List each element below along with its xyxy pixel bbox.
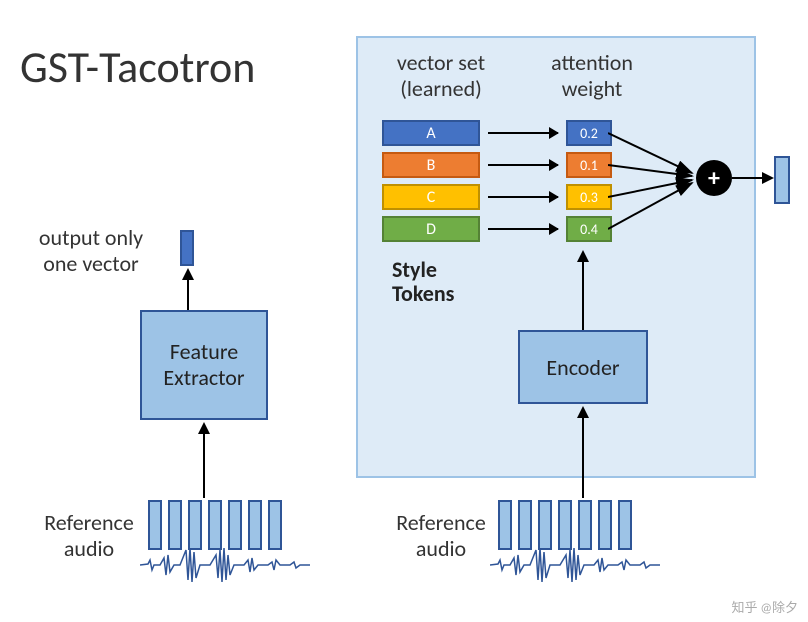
right-reference-label: Reference audio bbox=[386, 510, 496, 563]
left-ref-line2: audio bbox=[64, 535, 114, 562]
sum-node: + bbox=[696, 160, 732, 196]
feature-box-line2: Extractor bbox=[163, 364, 244, 391]
right-ref-line2: audio bbox=[416, 535, 466, 562]
arrow-plus-to-output bbox=[732, 172, 774, 184]
token-row: D 0.4 bbox=[382, 216, 612, 242]
feature-extractor-box: Feature Extractor bbox=[140, 310, 268, 420]
left-output-vector bbox=[180, 230, 194, 266]
right-output-vector bbox=[774, 156, 790, 204]
style-tokens-line1: Style bbox=[392, 256, 437, 283]
token-rows: A 0.2 B 0.1 C 0.3 D 0.4 bbox=[382, 120, 612, 248]
output-label: output only one vector bbox=[26, 225, 156, 278]
output-label-line1: output only bbox=[39, 224, 143, 251]
attn-weight-line2: weight bbox=[562, 75, 623, 102]
token-row: B 0.1 bbox=[382, 152, 612, 178]
diagram-title: GST-Tacotron bbox=[20, 40, 255, 94]
arrow-token-to-weight bbox=[488, 228, 558, 230]
vector-set-header: vector set (learned) bbox=[386, 50, 496, 103]
arrows-weights-to-plus bbox=[608, 118, 700, 258]
attn-weight-line1: attention bbox=[551, 49, 633, 76]
arrow-token-to-weight bbox=[488, 132, 558, 134]
watermark: 知乎 @除夕 bbox=[731, 597, 798, 616]
weight-box: 0.1 bbox=[566, 152, 612, 178]
left-reference-label: Reference audio bbox=[34, 510, 144, 563]
token-box: C bbox=[382, 184, 480, 210]
style-tokens-line2: Tokens bbox=[392, 280, 454, 307]
token-box: A bbox=[382, 120, 480, 146]
style-tokens-label: Style Tokens bbox=[392, 258, 454, 306]
weight-box: 0.3 bbox=[566, 184, 612, 210]
feature-box-line1: Feature bbox=[170, 338, 238, 365]
arrow-token-to-weight bbox=[488, 164, 558, 166]
arrow-audio-to-feat bbox=[198, 422, 210, 498]
encoder-box: Encoder bbox=[518, 330, 648, 404]
right-ref-line1: Reference bbox=[396, 509, 486, 536]
weight-box: 0.2 bbox=[566, 120, 612, 146]
arrow-audio-to-encoder bbox=[577, 406, 589, 498]
arrow-feat-to-vec bbox=[182, 268, 194, 310]
attention-weight-header: attention weight bbox=[542, 50, 642, 103]
token-box: D bbox=[382, 216, 480, 242]
vector-set-line1: vector set bbox=[397, 49, 485, 76]
plus-icon: + bbox=[708, 164, 720, 193]
encoder-label: Encoder bbox=[546, 354, 619, 381]
weight-box: 0.4 bbox=[566, 216, 612, 242]
token-box: B bbox=[382, 152, 480, 178]
arrow-token-to-weight bbox=[488, 196, 558, 198]
token-row: C 0.3 bbox=[382, 184, 612, 210]
token-row: A 0.2 bbox=[382, 120, 612, 146]
arrow-encoder-to-tokens bbox=[577, 250, 589, 330]
output-label-line2: one vector bbox=[43, 250, 138, 277]
left-waveform bbox=[140, 540, 310, 590]
left-ref-line1: Reference bbox=[44, 509, 134, 536]
right-waveform bbox=[490, 540, 660, 590]
vector-set-line2: (learned) bbox=[400, 75, 482, 102]
